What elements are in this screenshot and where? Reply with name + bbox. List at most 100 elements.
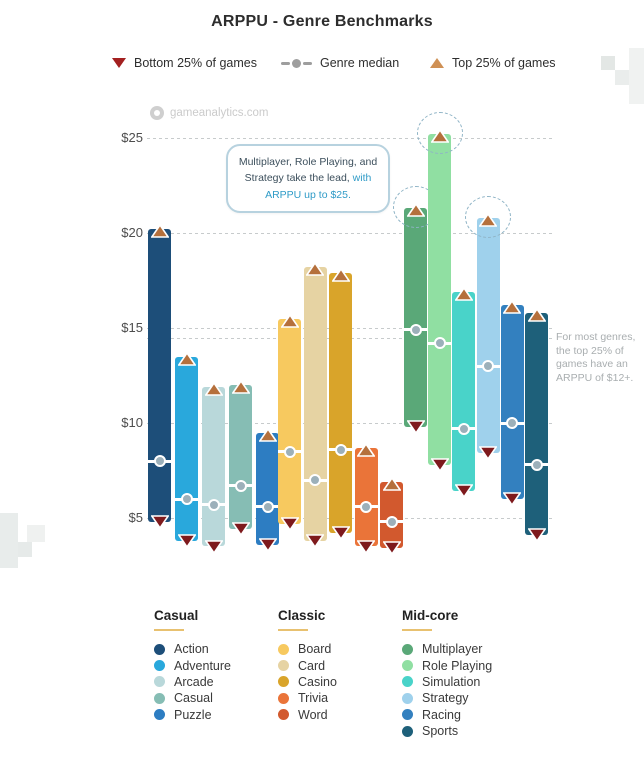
legend-dot-simulation [402, 676, 413, 688]
legend-label-role-playing: Role Playing [422, 658, 493, 673]
median-dot-arcade [207, 498, 220, 511]
bar-sports [525, 312, 548, 536]
callout-line-2: Strategy take the lead, [244, 172, 350, 185]
legend-underline [278, 629, 308, 631]
legend-top-25: Top 25% of games [430, 55, 556, 71]
legend-label-racing: Racing [422, 707, 461, 722]
bar-arcade [202, 386, 225, 547]
legend-item-casual: Casual [154, 690, 231, 706]
legend-label-word: Word [298, 707, 328, 722]
y-axis-label-15: $15 [121, 320, 143, 335]
legend-item-simulation: Simulation [402, 674, 492, 690]
top-25-marker-casino [330, 267, 351, 282]
legend-item-arcade: Arcade [154, 674, 231, 690]
bottom-25-marker-casino [330, 526, 351, 541]
median-glyph-icon [281, 58, 312, 68]
bar-racing [500, 305, 524, 499]
top-25-marker-action [149, 223, 170, 238]
median-dot-multiplayer [409, 323, 422, 336]
gameanalytics-logo-icon [150, 106, 164, 120]
legend-item-puzzle: Puzzle [154, 707, 231, 723]
legend-median-label: Genre median [320, 56, 400, 70]
top-25-marker-arcade [203, 381, 224, 396]
pixel-decoration [629, 48, 644, 104]
median-dot-casino [334, 443, 347, 456]
gridline-20 [147, 233, 553, 234]
bottom-25-marker-puzzle [257, 537, 278, 553]
legend-item-racing: Racing [402, 707, 492, 723]
legend-dot-word [278, 709, 289, 721]
legend-dot-casino [278, 676, 289, 688]
bar-multiplayer [404, 208, 427, 427]
pixel-decoration [0, 513, 18, 568]
legend-item-casino: Casino [278, 674, 337, 690]
legend-bottom-25: Bottom 25% of games [112, 55, 257, 71]
pixel-decoration [601, 56, 615, 70]
median-dot-strategy [482, 360, 495, 372]
pixel-decoration [18, 542, 32, 557]
top-25-marker-puzzle [257, 427, 278, 442]
pixel-decoration [27, 525, 45, 542]
legend-label-casino: Casino [298, 674, 337, 689]
top-25-triangle-icon [430, 58, 444, 68]
bottom-25-marker-adventure [176, 533, 197, 549]
legend-label-board: Board [298, 642, 332, 657]
bottom-25-marker-racing [502, 492, 523, 507]
bar-role-playing [428, 134, 452, 465]
legend-item-trivia: Trivia [278, 690, 337, 706]
legend-label-simulation: Simulation [422, 674, 481, 689]
legend-dot-action [154, 643, 165, 655]
top-25-marker-racing [502, 299, 523, 314]
legend-item-adventure: Adventure [154, 657, 231, 673]
legend-item-action: Action [154, 641, 231, 657]
pixel-decoration [615, 70, 630, 85]
legend-label-casual: Casual [174, 691, 213, 706]
legend-label-sports: Sports [422, 724, 459, 739]
highlight-ring-role-playing [416, 112, 463, 155]
legend-item-word: Word [278, 707, 337, 723]
y-axis-label-10: $10 [121, 415, 143, 430]
top-25-marker-word [381, 476, 402, 491]
median-dot-board [283, 445, 296, 458]
bottom-25-marker-role-playing [429, 457, 450, 473]
legend-dot-puzzle [154, 709, 165, 721]
legend-dot-role-playing [402, 660, 413, 672]
top-25-marker-adventure [176, 351, 197, 366]
median-dot-racing [506, 417, 519, 429]
gridline-25 [147, 138, 553, 139]
bottom-25-marker-casual [230, 522, 251, 537]
bar-adventure [175, 356, 198, 541]
bar-puzzle [256, 432, 279, 545]
median-dot-simulation [457, 422, 470, 435]
legend-dot-casual [154, 692, 165, 704]
legend-item-sports: Sports [402, 723, 492, 739]
median-dot-card [309, 474, 321, 486]
top-25-marker-board [279, 313, 300, 328]
median-dot-role-playing [433, 337, 446, 350]
median-dot-trivia [360, 500, 372, 513]
legend-dot-board [278, 643, 289, 655]
callout-line-3: ARPPU up to $25. [265, 188, 351, 201]
legend-label-multiplayer: Multiplayer [422, 642, 483, 657]
legend-group-header-classic: Classic [278, 608, 326, 623]
top-25-marker-simulation [454, 286, 474, 301]
bar-card [303, 267, 327, 541]
bar-trivia [354, 447, 378, 547]
bar-casino [329, 272, 352, 534]
top-25-marker-casual [230, 379, 251, 394]
page-title: ARPPU - Genre Benchmarks [211, 13, 433, 30]
y-axis-label-25: $25 [121, 130, 143, 145]
legend-underline [402, 629, 432, 631]
legend-group-header-casual: Casual [154, 608, 199, 623]
median-dot-adventure [180, 493, 193, 505]
bottom-25-triangle-icon [112, 58, 126, 68]
legend-column-casual: Casual Action Adventure Arcade Casual Puzzle [154, 608, 231, 723]
bar-strategy [476, 217, 500, 454]
bottom-25-marker-multiplayer [405, 419, 426, 435]
side-note: For most genres, the top 25% of games ha… [556, 331, 636, 384]
legend-item-multiplayer: Multiplayer [402, 641, 492, 657]
legend-dot-adventure [154, 660, 165, 672]
legend-item-board: Board [278, 641, 337, 657]
legend-label-action: Action [174, 642, 209, 657]
chart-area: $5 $10 $15 $20 $25 [121, 112, 553, 556]
